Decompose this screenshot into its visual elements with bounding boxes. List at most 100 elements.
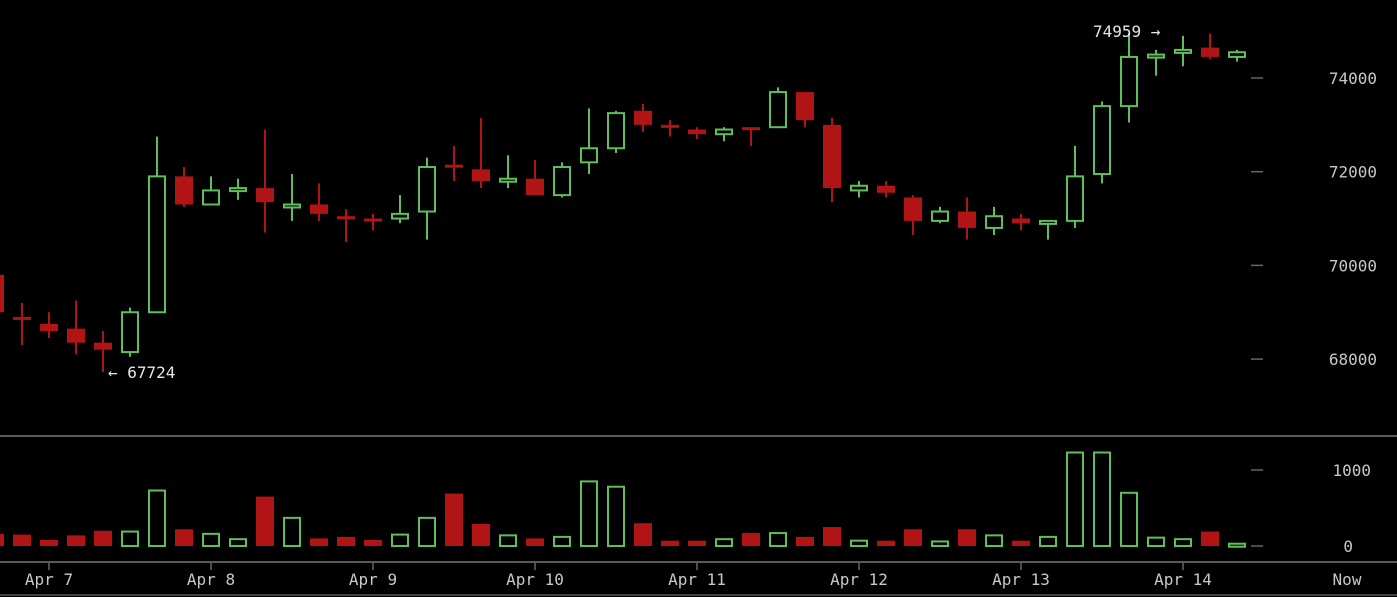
candle-body <box>985 215 1003 229</box>
candle <box>1201 33 1219 60</box>
volume-bar <box>715 538 733 547</box>
candle <box>823 117 841 203</box>
volume-bar <box>850 539 868 547</box>
candle-body <box>391 212 409 220</box>
y-tick-label: 1000 <box>1332 461 1371 480</box>
candle-body <box>634 110 652 125</box>
x-tick-label: Apr 11 <box>668 570 726 589</box>
candle-body <box>877 185 895 193</box>
candle-body <box>1093 105 1111 176</box>
volume-bar <box>283 516 301 548</box>
volume-bar <box>931 540 949 548</box>
extreme-annotations: ← 67724 74959 → <box>108 22 1161 382</box>
candle-body <box>121 311 139 354</box>
x-tick-label: Apr 14 <box>1154 570 1212 589</box>
volume-bar <box>580 480 598 547</box>
candle <box>202 176 220 206</box>
candle-body <box>94 342 112 350</box>
candle <box>985 206 1003 235</box>
candle <box>553 162 571 198</box>
volume-bar <box>310 538 328 546</box>
candle <box>337 209 355 242</box>
candle-body <box>0 274 4 313</box>
volume-bar <box>0 533 4 546</box>
candle-body <box>1066 175 1084 222</box>
candle-body <box>445 164 463 168</box>
volume-bar <box>445 493 463 546</box>
candle <box>931 206 949 224</box>
candle-body <box>148 175 166 314</box>
y-tick-label: 0 <box>1343 537 1353 556</box>
candle-body <box>580 147 598 164</box>
volume-bar <box>823 527 841 546</box>
volume-bar <box>1120 491 1138 547</box>
candle-body <box>40 323 58 331</box>
candle <box>1174 35 1192 67</box>
y-tick-label: 72000 <box>1329 163 1377 182</box>
volume-bar-series <box>0 451 1246 548</box>
volume-bar <box>418 516 436 548</box>
volume-bar <box>1147 536 1165 548</box>
candle-body <box>1201 47 1219 57</box>
x-tick-label: Apr 8 <box>187 570 235 589</box>
candle-body <box>283 203 301 209</box>
candle-body <box>796 92 814 121</box>
volume-bar <box>256 496 274 546</box>
candle <box>283 174 301 221</box>
volume-bar <box>1093 451 1111 547</box>
candle <box>256 129 274 233</box>
candle <box>1120 33 1138 123</box>
candle <box>958 197 976 240</box>
candle <box>688 127 706 139</box>
candle <box>0 274 4 313</box>
volume-bar <box>364 539 382 546</box>
x-tick-label: Apr 9 <box>349 570 397 589</box>
x-tick-label: Apr 10 <box>506 570 564 589</box>
candle <box>1147 49 1165 76</box>
low-annotation: ← 67724 <box>108 363 175 382</box>
x-tick-label: Apr 13 <box>992 570 1050 589</box>
volume-bar <box>1066 451 1084 547</box>
candle-body <box>229 187 247 193</box>
candle-body <box>472 169 490 182</box>
candle <box>94 330 112 373</box>
candle <box>1066 145 1084 228</box>
candle <box>391 195 409 224</box>
volume-bar <box>499 534 517 547</box>
candle <box>310 183 328 221</box>
volume-bar <box>958 529 976 546</box>
y-tick-label: 68000 <box>1329 350 1377 369</box>
volume-bar <box>904 529 922 546</box>
candle-body <box>67 328 85 343</box>
candle <box>67 300 85 355</box>
candle-body <box>1012 218 1030 224</box>
volume-bar <box>688 540 706 546</box>
candle <box>769 87 787 129</box>
candle <box>40 312 58 339</box>
candle <box>472 117 490 189</box>
candle <box>904 195 922 235</box>
candlestick-series <box>0 33 1246 373</box>
y-tick-label: 70000 <box>1329 256 1377 275</box>
candle-body <box>364 218 382 222</box>
volume-bar <box>1174 538 1192 547</box>
volume-bar <box>229 538 247 547</box>
volume-bar <box>607 485 625 547</box>
volume-bar <box>553 535 571 548</box>
volume-bar <box>1201 531 1219 546</box>
candle-body <box>499 177 517 183</box>
candle <box>229 178 247 200</box>
volume-bar <box>877 540 895 546</box>
volume-bar <box>175 529 193 546</box>
high-annotation: 74959 → <box>1093 22 1161 41</box>
candle-body <box>526 178 544 196</box>
candle-body <box>661 124 679 128</box>
volume-bar <box>148 489 166 547</box>
candle-body <box>310 204 328 214</box>
candle <box>715 127 733 142</box>
volume-bar <box>67 535 85 546</box>
candle <box>121 307 139 357</box>
x-tick-label: Apr 12 <box>830 570 888 589</box>
candle-body <box>1120 55 1138 108</box>
